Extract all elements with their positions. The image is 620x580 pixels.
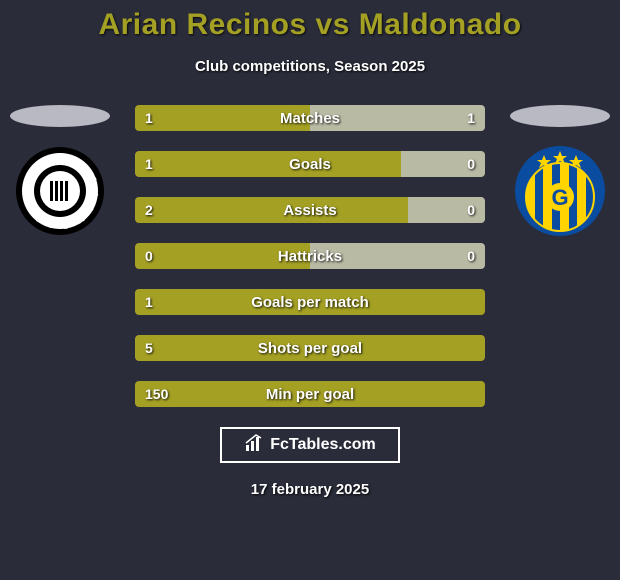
player-left-oval <box>10 105 110 127</box>
stat-value-left: 1 <box>135 289 163 315</box>
olimpia-badge-icon: O L I M P I A <box>14 145 106 237</box>
stat-row: Matches1 1 <box>135 105 485 131</box>
stat-row: Goals per match1 <box>135 289 485 315</box>
luqueno-badge-icon: G <box>514 145 606 237</box>
stat-row: Min per goal150 <box>135 381 485 407</box>
stat-value-left: 150 <box>135 381 178 407</box>
stat-value-right <box>465 381 485 407</box>
stat-label: Hattricks <box>135 243 485 269</box>
stat-value-left: 1 <box>135 105 163 131</box>
stat-value-right <box>465 335 485 361</box>
stat-value-right: 0 <box>457 243 485 269</box>
stat-label: Matches <box>135 105 485 131</box>
fctables-logo-icon <box>244 433 264 458</box>
subtitle: Club competitions, Season 2025 <box>0 58 620 75</box>
stat-row: Assists2 0 <box>135 197 485 223</box>
page-title: Arian Recinos vs Maldonado <box>0 8 620 42</box>
stat-value-left: 1 <box>135 151 163 177</box>
stat-row: Shots per goal5 <box>135 335 485 361</box>
stat-row: Hattricks0 0 <box>135 243 485 269</box>
club-right-badge: G <box>514 145 606 237</box>
club-left-badge: O L I M P I A <box>14 145 106 237</box>
stat-label: Goals <box>135 151 485 177</box>
stat-value-right <box>465 289 485 315</box>
stat-row: Goals1 0 <box>135 151 485 177</box>
stat-value-left: 2 <box>135 197 163 223</box>
stat-value-right: 0 <box>457 197 485 223</box>
club-right-block: G <box>510 105 610 237</box>
stat-value-left: 0 <box>135 243 163 269</box>
footer-label: FcTables.com <box>270 436 376 454</box>
stat-bars: Matches11Goals10Assists20Hattricks00Goal… <box>135 105 485 407</box>
stat-value-right: 1 <box>457 105 485 131</box>
club-left-block: O L I M P I A <box>10 105 110 237</box>
stat-label: Goals per match <box>135 289 485 315</box>
stat-label: Shots per goal <box>135 335 485 361</box>
player-right-oval <box>510 105 610 127</box>
footer-brand-box: FcTables.com <box>220 427 400 463</box>
svg-text:G: G <box>551 185 568 210</box>
stat-label: Min per goal <box>135 381 485 407</box>
comparison-container: Arian Recinos vs Maldonado Club competit… <box>0 0 620 580</box>
date-text: 17 february 2025 <box>0 481 620 498</box>
stat-label: Assists <box>135 197 485 223</box>
stats-area: O L I M P I A <box>0 105 620 407</box>
stat-value-left: 5 <box>135 335 163 361</box>
stat-value-right: 0 <box>457 151 485 177</box>
